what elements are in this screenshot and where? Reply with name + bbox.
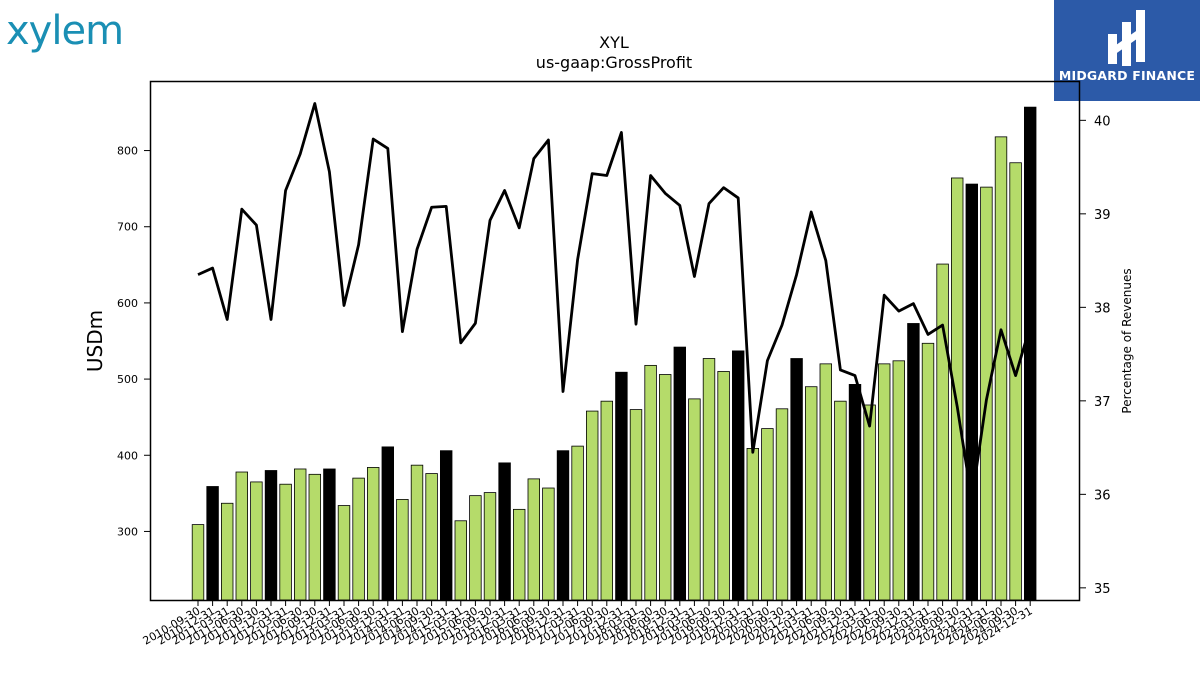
bar	[469, 495, 482, 601]
chart-subtitle: us-gaap:GrossProfit	[536, 53, 692, 72]
bar	[220, 502, 234, 601]
bar	[790, 358, 803, 601]
bar	[921, 342, 935, 601]
bar	[425, 473, 438, 601]
y-tick-label: 800	[117, 145, 138, 158]
bar	[366, 467, 380, 601]
y2-tick-label: 39	[1094, 208, 1111, 223]
bar-series	[191, 106, 1037, 601]
bar	[571, 445, 584, 601]
bar	[542, 487, 555, 601]
bar	[250, 481, 263, 601]
line-series	[197, 102, 1032, 502]
y-tick-label: 700	[117, 221, 138, 234]
y2-tick-label: 36	[1094, 488, 1111, 503]
bar	[688, 398, 701, 601]
bar	[775, 408, 789, 601]
bar	[323, 468, 336, 601]
company-logo: xylem	[6, 8, 124, 54]
bar	[235, 471, 249, 601]
bar	[994, 136, 1008, 601]
bar	[878, 363, 891, 601]
bar	[907, 323, 920, 601]
bar	[396, 499, 409, 601]
bar	[381, 446, 395, 601]
y-tick-label: 600	[117, 297, 138, 310]
bar	[863, 404, 876, 601]
bar	[410, 464, 424, 601]
y-tick-label: 400	[117, 449, 138, 462]
bar	[805, 386, 818, 601]
bar	[483, 492, 497, 601]
y2-tick-label: 35	[1094, 582, 1111, 597]
bar	[644, 364, 657, 601]
percentage-line	[197, 102, 1032, 502]
y2-tick-label: 37	[1094, 395, 1111, 410]
bar	[527, 478, 541, 601]
badge-label: MIDGARD FINANCE	[1058, 68, 1196, 83]
bar	[556, 450, 570, 601]
y2-axis-label: Percentage of Revenues	[1120, 268, 1134, 413]
bar	[308, 473, 322, 601]
bar	[746, 448, 760, 601]
x-axis: 2010-09-302010-12-312011-03-312011-06-30…	[141, 600, 1035, 648]
midgard-finance-badge: MIDGARD FINANCE	[1054, 0, 1200, 101]
bar	[936, 263, 949, 601]
bar	[337, 505, 351, 601]
bar	[819, 363, 833, 601]
bar	[439, 450, 453, 601]
y-axis-label: USDm	[83, 310, 107, 372]
midgard-logo-icon	[1108, 10, 1145, 66]
bar	[498, 462, 511, 601]
bar	[892, 360, 906, 601]
bar	[761, 428, 774, 601]
y-axis-left: 300 400 500 600 700 800	[117, 145, 150, 538]
bar	[586, 410, 599, 601]
bar	[717, 371, 730, 601]
y-tick-label: 300	[117, 525, 138, 538]
bar	[600, 400, 614, 601]
plot-frame	[149, 80, 1081, 602]
bar	[732, 350, 745, 601]
chart-title: XYL	[599, 33, 629, 52]
bar	[629, 409, 643, 601]
bar	[965, 183, 979, 601]
y-tick-label: 500	[117, 373, 138, 386]
y-axis-right: 35 36 37 38 39 40	[1080, 114, 1111, 597]
bar	[264, 470, 278, 601]
bar	[1009, 162, 1022, 601]
bar	[1024, 106, 1037, 601]
bar	[206, 486, 219, 601]
y2-tick-label: 38	[1094, 301, 1111, 316]
bar	[513, 508, 526, 601]
bar	[702, 358, 716, 601]
bar	[615, 371, 628, 601]
bar	[352, 477, 365, 601]
bar	[659, 374, 672, 601]
bar	[191, 524, 205, 601]
bar	[673, 346, 687, 601]
bar	[834, 400, 847, 601]
bar	[279, 483, 292, 601]
bar	[293, 468, 307, 601]
bar	[454, 520, 468, 601]
y2-tick-label: 40	[1094, 114, 1111, 129]
bar	[848, 384, 862, 601]
